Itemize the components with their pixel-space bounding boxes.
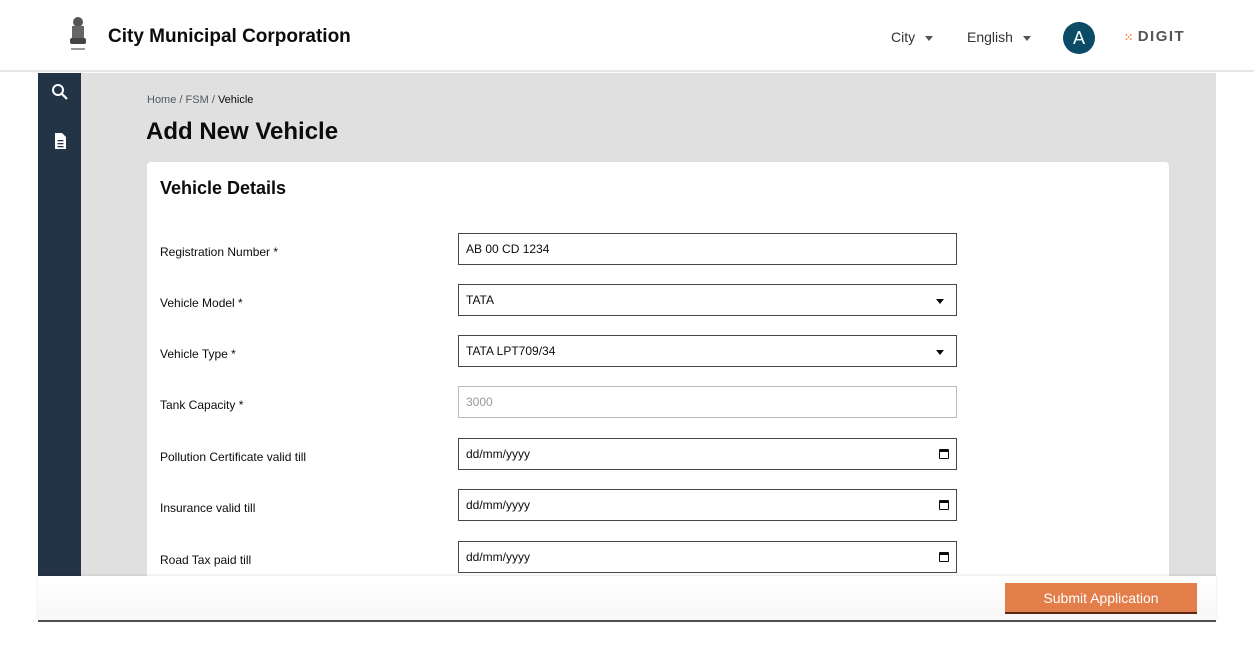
breadcrumb-separator: / — [179, 94, 183, 106]
vehicle-type-row: Vehicle Type * TATA LPT709/34 — [147, 335, 1169, 367]
language-dropdown[interactable]: English — [967, 29, 1031, 45]
road-tax-row: Road Tax paid till dd/mm/yyyy — [147, 541, 1169, 573]
registration-number-input[interactable]: AB 00 CD 1234 — [458, 233, 957, 265]
breadcrumb-current: Vehicle — [217, 94, 254, 106]
pollution-certificate-date-input[interactable]: dd/mm/yyyy — [458, 438, 957, 470]
action-bar: Submit Application — [38, 576, 1216, 622]
date-value: dd/mm/yyyy — [466, 550, 531, 564]
state-emblem-logo — [70, 17, 86, 50]
tank-capacity-row: Tank Capacity * 3000 — [147, 386, 1169, 418]
date-value: dd/mm/yyyy — [466, 498, 531, 512]
tank-capacity-input[interactable]: 3000 — [458, 386, 957, 418]
pollution-certificate-row: Pollution Certificate valid till dd/mm/yy… — [147, 438, 1169, 470]
top-header: City Municipal Corporation City English … — [0, 0, 1254, 72]
registration-number-row: Registration Number * AB 00 CD 1234 — [147, 233, 1169, 265]
chevron-down-icon — [925, 35, 934, 41]
chevron-down-icon — [1022, 35, 1031, 41]
language-label: English — [967, 29, 1013, 45]
field-label: Pollution Certificate valid till — [160, 450, 307, 464]
vehicle-details-card: Vehicle Details Registration Number * AB … — [147, 162, 1169, 582]
select-value: TATA — [466, 293, 494, 307]
city-dropdown[interactable]: City — [891, 29, 934, 45]
breadcrumb-separator: / — [211, 94, 215, 106]
field-label: Tank Capacity * — [160, 398, 244, 412]
field-label: Insurance valid till — [160, 501, 256, 515]
search-icon[interactable] — [50, 82, 70, 102]
submit-application-button[interactable]: Submit Application — [1005, 583, 1197, 614]
select-value: TATA LPT709/34 — [466, 344, 556, 358]
document-icon[interactable] — [50, 131, 70, 151]
breadcrumb-home[interactable]: Home — [147, 94, 177, 106]
vehicle-type-select[interactable]: TATA LPT709/34 — [458, 335, 957, 367]
chevron-down-icon — [936, 299, 944, 304]
sidebar — [38, 73, 81, 576]
calendar-icon[interactable] — [939, 449, 949, 459]
date-value: dd/mm/yyyy — [466, 447, 531, 461]
digit-dots-icon: ⁙ — [1124, 32, 1135, 44]
calendar-icon[interactable] — [939, 552, 949, 562]
chevron-down-icon — [936, 350, 944, 355]
digit-logo: ⁙ DIGIT — [1124, 28, 1185, 45]
vehicle-model-select[interactable]: TATA — [458, 284, 957, 316]
calendar-icon[interactable] — [939, 500, 949, 510]
breadcrumb: Home / FSM / Vehicle — [147, 94, 253, 106]
road-tax-date-input[interactable]: dd/mm/yyyy — [458, 541, 957, 573]
avatar[interactable]: A — [1063, 22, 1095, 54]
card-title: Vehicle Details — [160, 178, 287, 198]
breadcrumb-fsm[interactable]: FSM — [185, 94, 209, 106]
main-content: Home / FSM / Vehicle Add New Vehicle Veh… — [81, 73, 1216, 582]
digit-brand: DIGIT — [1137, 28, 1186, 45]
insurance-date-input[interactable]: dd/mm/yyyy — [458, 489, 957, 521]
field-label: Vehicle Type * — [160, 347, 236, 361]
city-label: City — [891, 29, 916, 45]
app-title: City Municipal Corporation — [108, 26, 351, 47]
page-title: Add New Vehicle — [146, 118, 339, 145]
insurance-row: Insurance valid till dd/mm/yyyy — [147, 489, 1169, 521]
vehicle-model-row: Vehicle Model * TATA — [147, 284, 1169, 316]
field-label: Road Tax paid till — [160, 553, 252, 567]
field-label: Vehicle Model * — [160, 296, 243, 310]
field-label: Registration Number * — [160, 245, 279, 259]
